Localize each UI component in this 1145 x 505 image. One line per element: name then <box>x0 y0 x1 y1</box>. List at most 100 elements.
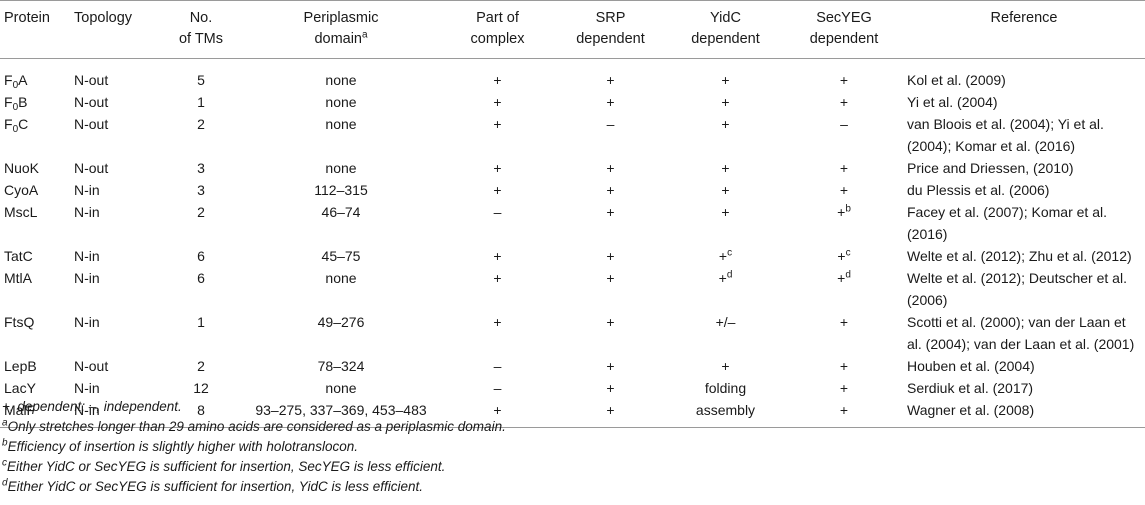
cell-topology: N-in <box>74 314 100 330</box>
cell-topology: N-out <box>74 160 109 176</box>
cell-topology: N-out <box>74 94 109 110</box>
cell-periplasmic-domain: none <box>325 116 357 132</box>
cell-srp-dependent: + <box>606 94 615 110</box>
cell-reference: Wagner et al. (2008) <box>903 399 1145 428</box>
cell-protein: FtsQ <box>0 311 70 355</box>
protein-suffix: A <box>18 72 28 88</box>
footnote-marker: c <box>845 247 851 259</box>
footnote-marker: b <box>845 203 851 215</box>
cell-topology: N-in <box>70 399 160 428</box>
cell-tms: 2 <box>197 116 205 132</box>
cell-yidc-dependent: + <box>721 358 730 374</box>
cell-yidc-dependent: + <box>721 182 730 198</box>
protein-subscript: 0 <box>12 102 19 113</box>
cell-protein: LepB <box>0 355 70 377</box>
protein-suffix: B <box>18 94 28 110</box>
cell-topology: N-out <box>74 358 109 374</box>
protein-name: F <box>4 94 13 110</box>
cell-tms: 1 <box>197 314 205 330</box>
cell-yidc-dependent: assembly <box>666 399 785 428</box>
cell-protein: CyoA <box>0 179 70 201</box>
cell-protein: MtlA <box>0 267 70 311</box>
cell-secyeg-dependent: + <box>785 399 903 428</box>
cell-srp-dependent: + <box>555 399 666 428</box>
cell-reference: van Bloois et al. (2004); Yi et al. (200… <box>907 116 1104 154</box>
cell-secyeg-dependent: + <box>839 182 849 198</box>
protein-name: LacY <box>4 380 36 396</box>
table-footnotes: +, dependent; –, independent. aOnly stre… <box>2 397 1132 497</box>
cell-part-of-complex: + <box>493 72 502 88</box>
cell-topology: N-in <box>74 380 100 396</box>
cell-protein: NuoK <box>0 157 70 179</box>
cell-part-of-complex: + <box>493 94 502 110</box>
protein-subscript: 0 <box>12 124 19 135</box>
table-row: TatC N-in 6 45–75 + + +c +c Welte et al. (2012);… <box>0 245 1145 267</box>
cell-yidc-dependent: + <box>721 116 730 132</box>
table-row: LepB N-out 2 78–324 – + + + Houben et al. (2004) <box>0 355 1145 377</box>
cell-part-of-complex: + <box>493 116 502 132</box>
footnote-legend: +, dependent; –, independent. <box>2 399 182 414</box>
cell-secyeg-dependent: +c <box>837 247 851 264</box>
cell-protein: LacY <box>0 377 70 399</box>
footnote-marker: d <box>845 269 851 281</box>
table-row: MscL N-in 2 46–74 – + + +b Facey et al. (2007); … <box>0 201 1145 245</box>
protein-name: F <box>4 72 13 88</box>
cell-tms: 6 <box>197 270 205 286</box>
cell-tms: 1 <box>197 94 205 110</box>
table-row: MalF N-in 8 93–275, 337–369, 453–483 + + assem… <box>0 399 1145 428</box>
cell-reference: Houben et al. (2004) <box>907 358 1035 374</box>
cell-topology: N-in <box>74 204 100 220</box>
table-row: FtsQ N-in 1 49–276 + + +/– + Scotti et al. (2000… <box>0 311 1145 355</box>
cell-reference: Welte et al. (2012); Zhu et al. (2012) <box>907 248 1132 264</box>
footnote-marker: d <box>726 269 733 281</box>
cell-secyeg-dependent: + <box>839 94 849 110</box>
cell-yidc-dependent: + <box>721 204 730 220</box>
table-row: MtlA N-in 6 none + + +d +d Welte et al. (2012); … <box>0 267 1145 311</box>
cell-reference: Yi et al. (2004) <box>907 94 998 110</box>
cell-protein: F0A <box>0 59 70 92</box>
protein-suffix: C <box>18 116 29 132</box>
header-topology: Topology <box>70 0 160 59</box>
cell-protein: MalF <box>0 399 70 428</box>
header-srp-dependent: SRP dependent <box>555 0 666 59</box>
cell-part-of-complex: + <box>493 160 502 176</box>
header-row: Protein Topology No. of TMs Periplasmic do… <box>0 0 1145 59</box>
cell-srp-dependent: + <box>606 270 615 286</box>
cell-yidc-dependent: + <box>721 160 730 176</box>
cell-secyeg-dependent: + <box>839 358 849 374</box>
header-reference: Reference <box>903 0 1145 59</box>
cell-yidc-dependent: + <box>721 72 730 88</box>
table-row: NuoK N-out 3 none + + + + Price and Driessen, (2… <box>0 157 1145 179</box>
cell-periplasmic-domain: 46–74 <box>321 204 361 220</box>
cell-part-of-complex: + <box>493 314 502 330</box>
cell-secyeg-dependent: + <box>839 160 849 176</box>
cell-periplasmic-domain: 49–276 <box>317 314 365 330</box>
protein-name: NuoK <box>4 160 40 176</box>
table-row: F0A N-out 5 none + + + + Kol et al. (2009) <box>0 59 1145 92</box>
cell-secyeg-dependent: + <box>839 72 849 88</box>
cell-srp-dependent: + <box>606 204 615 220</box>
protein-subscript: 0 <box>12 80 19 91</box>
cell-tms: 8 <box>160 399 242 428</box>
cell-part-of-complex: + <box>493 182 502 198</box>
cell-secyeg-dependent: + <box>839 380 849 396</box>
cell-periplasmic-domain: none <box>325 160 357 176</box>
cell-tms: 6 <box>197 248 205 264</box>
cell-secyeg-dependent: +b <box>837 203 851 220</box>
header-yidc-dependent: YidC dependent <box>666 0 785 59</box>
header-protein: Protein <box>0 0 70 59</box>
header-periplasmic-domain: Periplasmic domaina <box>242 0 440 59</box>
cell-yidc-dependent: folding <box>704 380 747 396</box>
cell-tms: 3 <box>197 182 205 198</box>
header-part-of-complex: Part of complex <box>440 0 555 59</box>
cell-periplasmic-domain: none <box>325 72 357 88</box>
cell-yidc-dependent: +d <box>718 269 733 286</box>
cell-periplasmic-domain: none <box>325 94 357 110</box>
cell-srp-dependent: + <box>606 72 615 88</box>
cell-protein: TatC <box>0 245 70 267</box>
cell-tms: 12 <box>193 380 209 396</box>
cell-srp-dependent: + <box>606 380 615 396</box>
cell-topology: N-in <box>74 182 100 198</box>
cell-reference: Facey et al. (2007); Komar et al. (2016) <box>907 204 1107 242</box>
cell-protein: F0B <box>0 91 70 113</box>
